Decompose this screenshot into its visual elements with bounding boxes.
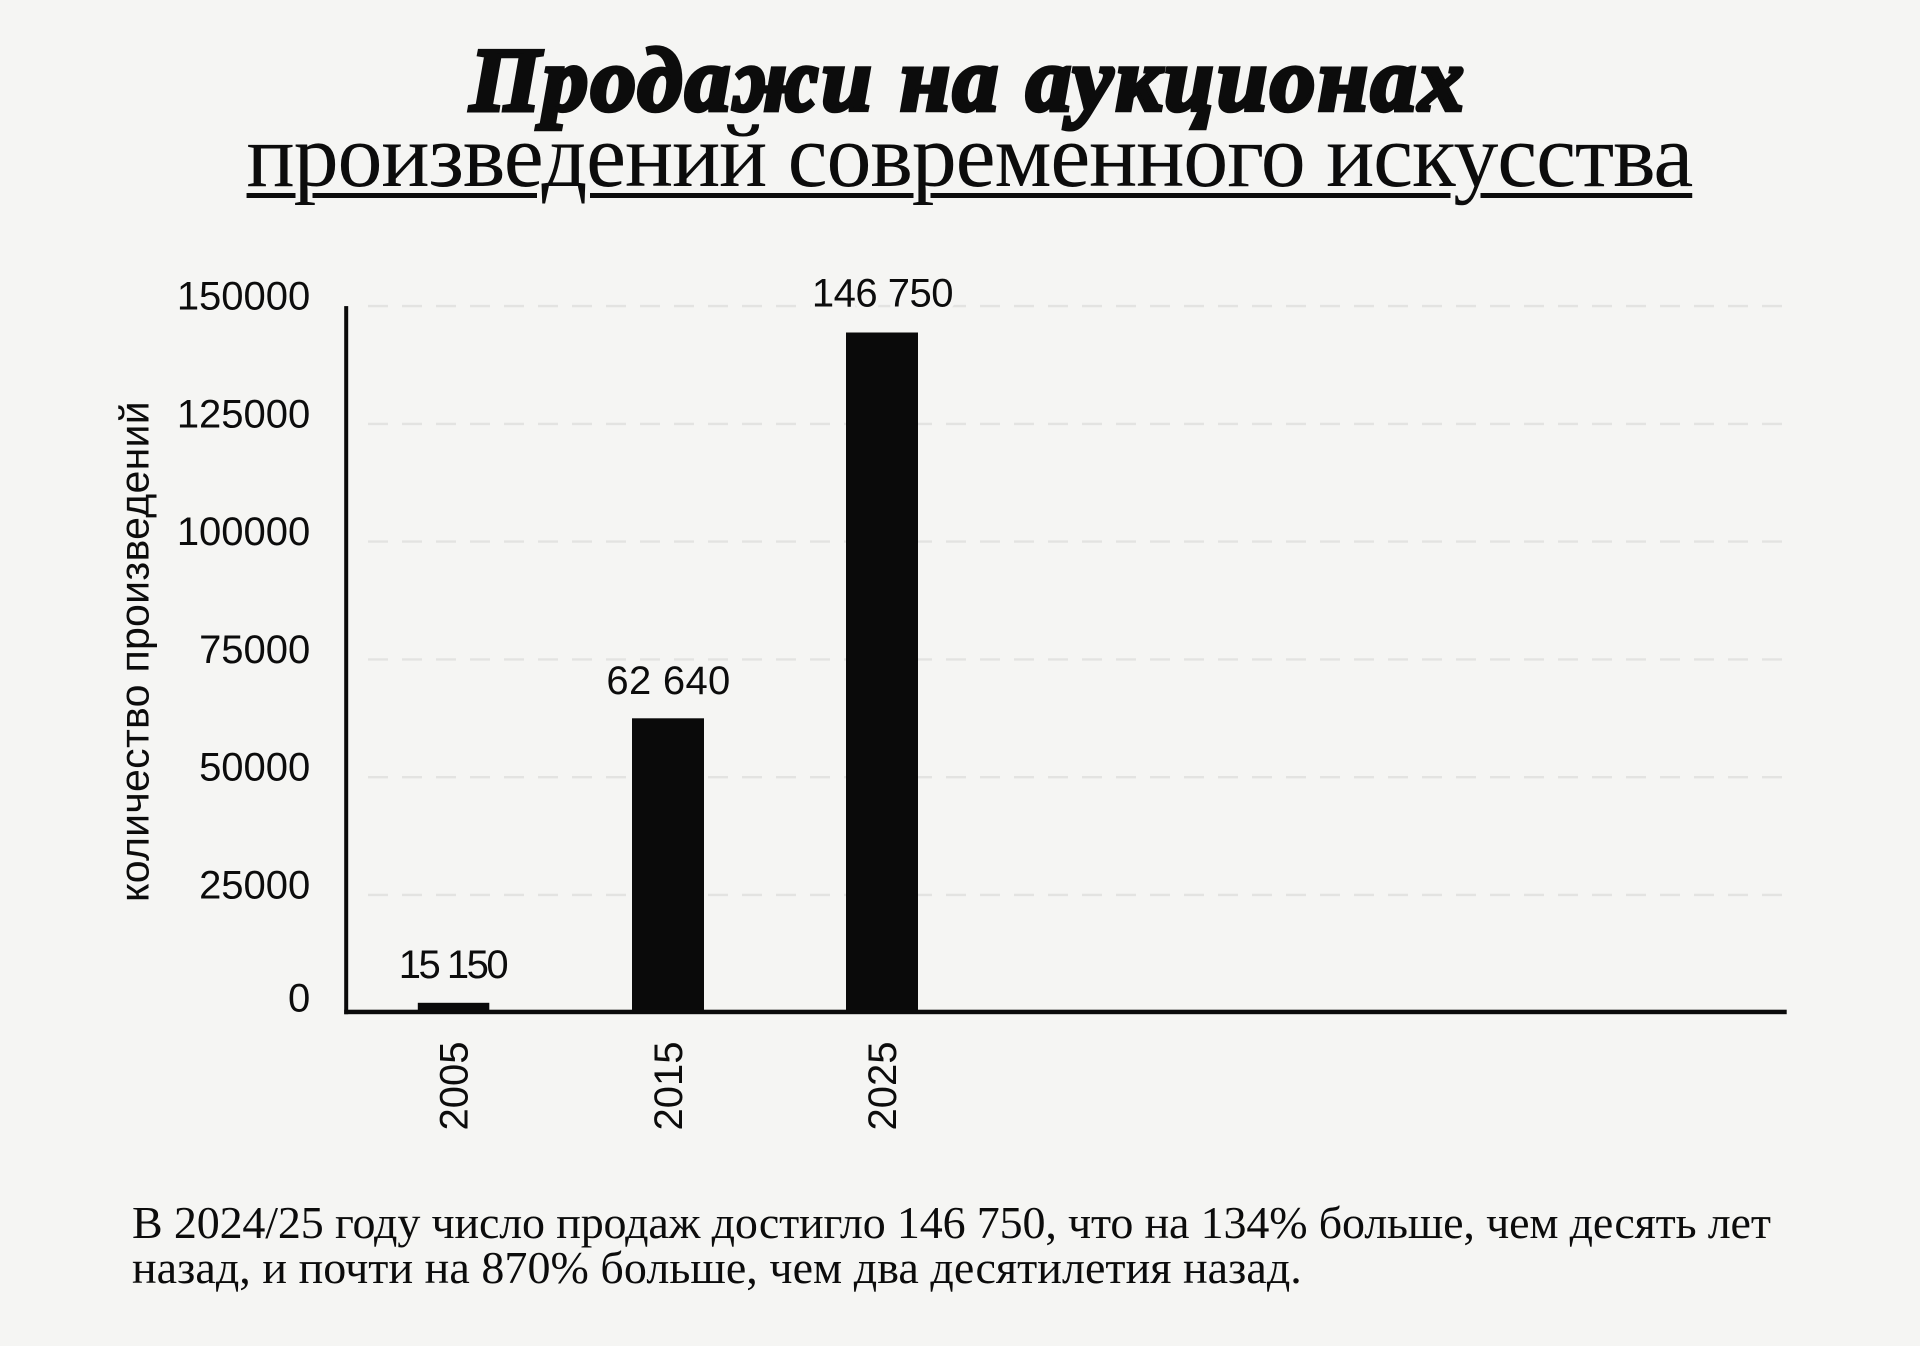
svg-text:15 150: 15 150	[399, 943, 508, 987]
svg-text:150000: 150000	[177, 275, 310, 319]
svg-text:100000: 100000	[177, 510, 310, 554]
svg-text:75000: 75000	[199, 628, 310, 672]
svg-text:62 640: 62 640	[606, 659, 730, 703]
svg-text:2005: 2005	[432, 1042, 476, 1131]
svg-text:25000: 25000	[199, 864, 310, 908]
svg-text:125000: 125000	[177, 392, 310, 436]
svg-text:количество произведений: количество произведений	[112, 401, 158, 902]
svg-text:0: 0	[288, 977, 310, 1021]
svg-text:146 750: 146 750	[812, 272, 953, 316]
svg-text:50000: 50000	[199, 746, 310, 790]
svg-text:2025: 2025	[861, 1042, 905, 1131]
svg-text:2015: 2015	[647, 1042, 691, 1131]
